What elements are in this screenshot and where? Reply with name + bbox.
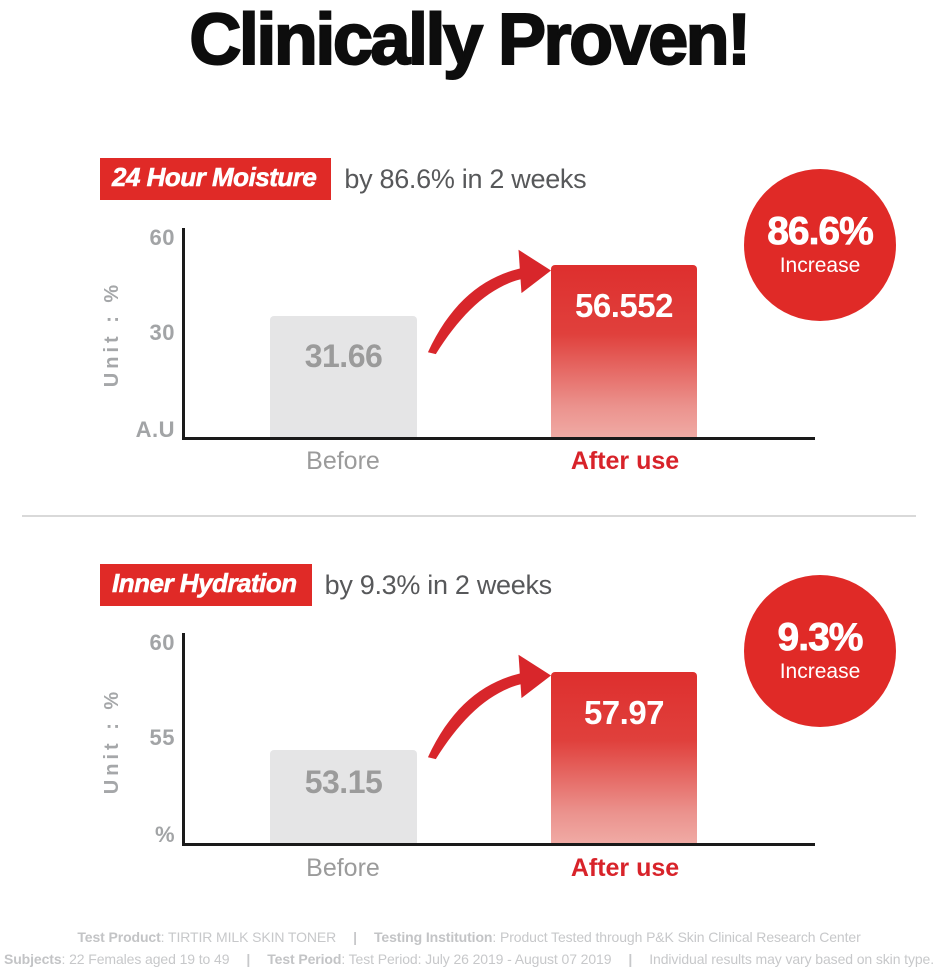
bar-value: 57.97 <box>583 694 665 731</box>
x-axis-line <box>182 843 815 846</box>
increase-arrow-icon <box>427 654 552 760</box>
section-1-header: 24 Hour Moisture by 86.6% in 2 weeks <box>100 158 587 200</box>
footer-label: Test Product <box>77 929 161 945</box>
y-tick-label: 30 <box>149 320 175 345</box>
y-tick-label: A.U <box>135 417 175 442</box>
footer-separator: | <box>628 951 633 967</box>
y-tick-label: % <box>154 822 175 847</box>
footer-text: : TIRTIR MILK SKIN TONER <box>160 929 337 945</box>
footer-separator: | <box>246 951 251 967</box>
x-label-before: Before <box>306 854 380 882</box>
section-1-subtitle: by 86.6% in 2 weeks <box>344 163 587 194</box>
chart-inner-hydration: Unit : % 60 55 % 53.15 57.97 Before Afte… <box>0 615 938 895</box>
y-axis-line <box>182 633 185 843</box>
increase-label: Increase <box>779 660 861 683</box>
footer-label: Test Period <box>267 951 342 967</box>
section-2-header: Inner Hydration by 9.3% in 2 weeks <box>100 564 552 606</box>
footer-note: Individual results may vary based on ski… <box>649 951 935 967</box>
y-tick-label: 60 <box>149 630 175 655</box>
bar-after: 57.97 <box>551 672 697 843</box>
increase-badge: 86.6% Increase <box>744 169 896 321</box>
bar-value: 53.15 <box>304 764 383 800</box>
footer-text: : Test Period: July 26 2019 - August 07 … <box>341 951 612 967</box>
bar-value: 31.66 <box>304 338 383 374</box>
y-tick-label: 55 <box>149 725 175 750</box>
increase-percent: 86.6% <box>767 210 874 253</box>
page-title: Clinically Proven! <box>188 0 752 81</box>
section-1-badge: 24 Hour Moisture <box>100 158 332 200</box>
section-divider <box>22 515 916 517</box>
y-axis-line <box>182 228 185 437</box>
bar-before: 31.66 <box>270 316 417 437</box>
section-2-subtitle: by 9.3% in 2 weeks <box>324 569 553 600</box>
section-2-badge: Inner Hydration <box>100 564 312 606</box>
bar-value: 56.552 <box>575 287 673 324</box>
footer-text: : Product Tested through P&K Skin Clinic… <box>492 929 861 945</box>
footer-label: Subjects <box>3 951 62 967</box>
footer-line-2: Subjects: 22 Females aged 19 to 49 | Test … <box>0 951 938 967</box>
chart-24-hour-moisture: Unit : % 60 30 A.U 31.66 56.552 Before A… <box>0 210 938 490</box>
increase-label: Increase <box>779 254 861 277</box>
footer-text: : 22 Females aged 19 to 49 <box>61 951 230 967</box>
increase-badge: 9.3% Increase <box>744 575 896 727</box>
bar-before: 53.15 <box>270 750 417 843</box>
footer-line-1: Test Product: TIRTIR MILK SKIN TONER | Tes… <box>0 929 938 945</box>
y-tick-label: 60 <box>149 225 175 250</box>
x-axis-line <box>182 437 815 440</box>
bar-after: 56.552 <box>551 265 697 437</box>
x-label-before: Before <box>306 447 380 475</box>
footer-label: Testing Institution <box>374 929 493 945</box>
x-label-after: After use <box>570 854 680 882</box>
x-label-after: After use <box>570 447 680 475</box>
increase-arrow-icon <box>427 249 552 355</box>
footer-separator: | <box>353 929 357 945</box>
increase-percent: 9.3% <box>777 616 864 659</box>
